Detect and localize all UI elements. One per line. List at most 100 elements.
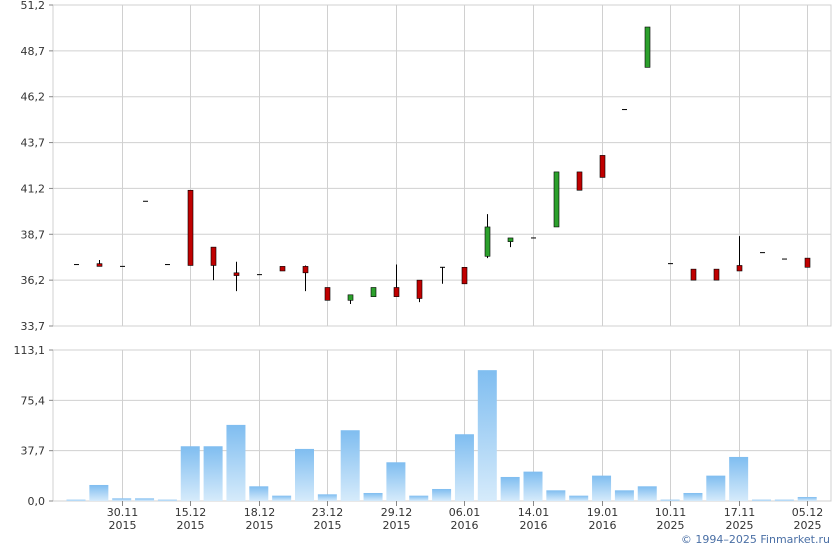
candle [599, 155, 606, 178]
volume-bar [432, 488, 452, 501]
candle [416, 279, 423, 303]
date-tick-year-label: 2025 [657, 519, 685, 532]
candle-body [736, 265, 743, 272]
volume-bar [774, 499, 794, 501]
volume-bar [454, 434, 474, 501]
candle-body [599, 155, 606, 178]
volume-tick-label: 37,7 [21, 445, 46, 458]
date-axis-ticks: 30.11201515.12201518.12201523.12201529.1… [107, 501, 824, 532]
candle [324, 287, 331, 301]
date-tick-label: 06.01 [449, 506, 481, 519]
candle [96, 259, 103, 267]
volume-bar [592, 475, 612, 501]
volume-bar [660, 499, 680, 501]
volume-tick-label: 0,0 [28, 495, 46, 508]
volume-bar [112, 498, 132, 501]
date-tick-label: 14.01 [518, 506, 550, 519]
candle [804, 257, 811, 268]
volume-bar [157, 499, 177, 501]
volume-bar [203, 446, 223, 501]
candle-body [804, 257, 811, 268]
candle-body [416, 279, 423, 299]
candle-body [644, 26, 651, 68]
candle-body [96, 263, 103, 267]
date-tick-label: 30.11 [107, 506, 139, 519]
volume-bar [295, 448, 314, 501]
date-tick-label: 17.11 [724, 506, 756, 519]
date-tick-label: 23.12 [312, 506, 344, 519]
copyright-notice: © 1994–2025 Finmarket.ru [680, 533, 830, 546]
candle-body [370, 287, 377, 297]
volume-bar [523, 471, 543, 501]
candle [302, 265, 309, 292]
date-tick-label: 29.12 [381, 506, 413, 519]
volume-bar [66, 499, 86, 501]
date-tick-year-label: 2015 [109, 519, 137, 532]
candle-body [713, 268, 720, 281]
candle-body [461, 267, 468, 285]
candle-body [484, 226, 491, 257]
volume-bar [226, 424, 246, 501]
volume-bar [135, 498, 155, 501]
candle [644, 26, 651, 68]
price-tick-label: 38,7 [21, 228, 46, 241]
candle [736, 236, 743, 272]
date-tick-year-label: 2015 [246, 519, 274, 532]
volume-bar [637, 486, 657, 501]
candle-body [576, 171, 583, 191]
volume-bar [683, 492, 703, 501]
candle [233, 261, 240, 292]
candle [576, 171, 583, 191]
price-tick-label: 36,2 [21, 274, 46, 287]
volume-bar [340, 430, 360, 501]
candle [461, 267, 468, 285]
candle-body [393, 287, 400, 297]
candle-body [553, 171, 560, 228]
volume-bar [729, 456, 749, 501]
volume-bar [797, 496, 817, 501]
volume-bar [477, 370, 497, 501]
volume-bar [706, 475, 726, 501]
candle-body [347, 294, 354, 301]
price-tick-label: 46,2 [21, 91, 46, 104]
candle [279, 266, 286, 272]
price-axis-ticks: 51,2 48,7 46,2 43,7 41,2 38,7 36,2 33,7 [21, 0, 46, 333]
volume-bar [752, 499, 771, 501]
date-tick-year-label: 2016 [520, 519, 548, 532]
date-tick-year-label: 2025 [794, 519, 822, 532]
date-tick-year-label: 2016 [589, 519, 617, 532]
candle-body [324, 287, 331, 301]
volume-bar [317, 494, 337, 501]
candlestick-series [74, 26, 811, 304]
price-tick-label: 33,7 [21, 320, 46, 333]
date-tick-year-label: 2015 [314, 519, 342, 532]
candle [507, 237, 514, 248]
candle [347, 294, 354, 304]
candle-body [187, 189, 194, 266]
price-tick-label: 43,7 [21, 137, 46, 150]
date-tick-label: 05.12 [792, 506, 824, 519]
volume-axis-ticks: 113,1 75,4 37,7 0,0 [14, 344, 46, 508]
volume-bar [614, 490, 634, 501]
price-tick-label: 41,2 [21, 182, 46, 195]
candle [370, 287, 377, 297]
date-tick-label: 19.01 [587, 506, 619, 519]
candle-body [507, 237, 514, 242]
candle-body [210, 246, 217, 266]
volume-bar [500, 476, 520, 501]
candle-body [690, 268, 697, 281]
volume-bar [272, 495, 292, 501]
volume-bar [546, 490, 566, 501]
volume-bar [180, 446, 200, 501]
date-tick-label: 15.12 [175, 506, 207, 519]
date-tick-year-label: 2015 [383, 519, 411, 532]
volume-bar [386, 462, 406, 501]
date-tick-year-label: 2016 [451, 519, 479, 532]
candle [393, 264, 400, 297]
candle [187, 189, 194, 266]
candle [690, 268, 697, 281]
volume-bar [569, 495, 589, 501]
volume-bar [249, 486, 269, 501]
candle [210, 246, 217, 281]
candle [713, 268, 720, 281]
